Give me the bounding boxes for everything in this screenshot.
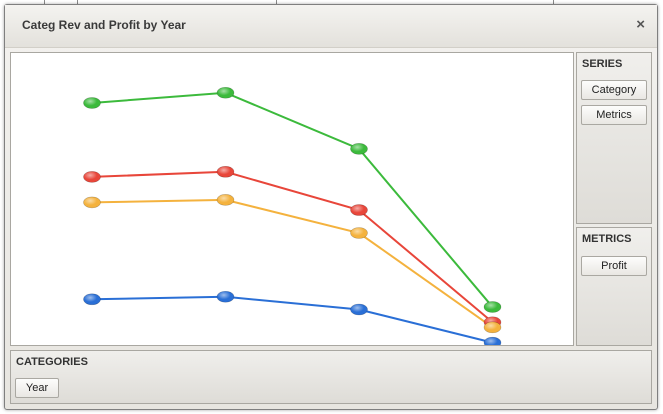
data-point-2-3[interactable] — [483, 321, 502, 334]
data-point-2-1[interactable] — [216, 194, 235, 206]
data-point-3-0[interactable] — [83, 293, 101, 306]
data-point-0-0[interactable] — [83, 97, 101, 109]
data-point-3-2[interactable] — [350, 303, 368, 316]
dialog-title: Categ Rev and Profit by Year — [22, 18, 186, 32]
series-line-0 — [91, 91, 494, 308]
series-panel-title: SERIES — [582, 58, 623, 70]
series-item-category[interactable]: Category — [581, 80, 647, 100]
chart-dialog: Categ Rev and Profit by Year × SERIES Ca… — [4, 4, 658, 410]
series-item-metrics[interactable]: Metrics — [581, 105, 647, 125]
series-line-1 — [91, 170, 494, 324]
data-point-1-0[interactable] — [83, 171, 101, 183]
categories-panel: CATEGORIES Year — [10, 350, 652, 404]
metrics-panel: METRICS Profit — [576, 227, 652, 346]
series-panel: SERIES Category Metrics — [576, 52, 652, 224]
close-icon[interactable]: × — [636, 16, 645, 33]
data-point-2-2[interactable] — [350, 227, 368, 239]
data-point-0-1[interactable] — [216, 86, 235, 99]
data-point-2-0[interactable] — [83, 196, 101, 209]
metrics-item-profit[interactable]: Profit — [581, 256, 647, 276]
data-point-1-2[interactable] — [350, 204, 368, 216]
line-chart — [83, 86, 502, 345]
data-point-0-3[interactable] — [483, 301, 502, 313]
data-point-0-2[interactable] — [350, 143, 368, 155]
chart-area — [10, 52, 574, 346]
categories-panel-title: CATEGORIES — [16, 356, 88, 368]
series-line-3 — [91, 295, 493, 344]
dialog-titlebar[interactable]: Categ Rev and Profit by Year × — [5, 5, 657, 48]
categories-item-year[interactable]: Year — [15, 378, 59, 398]
series-line-2 — [91, 198, 494, 329]
data-point-1-1[interactable] — [216, 166, 235, 178]
metrics-panel-title: METRICS — [582, 233, 632, 245]
data-point-3-3[interactable] — [483, 336, 502, 345]
data-point-3-1[interactable] — [216, 290, 235, 303]
